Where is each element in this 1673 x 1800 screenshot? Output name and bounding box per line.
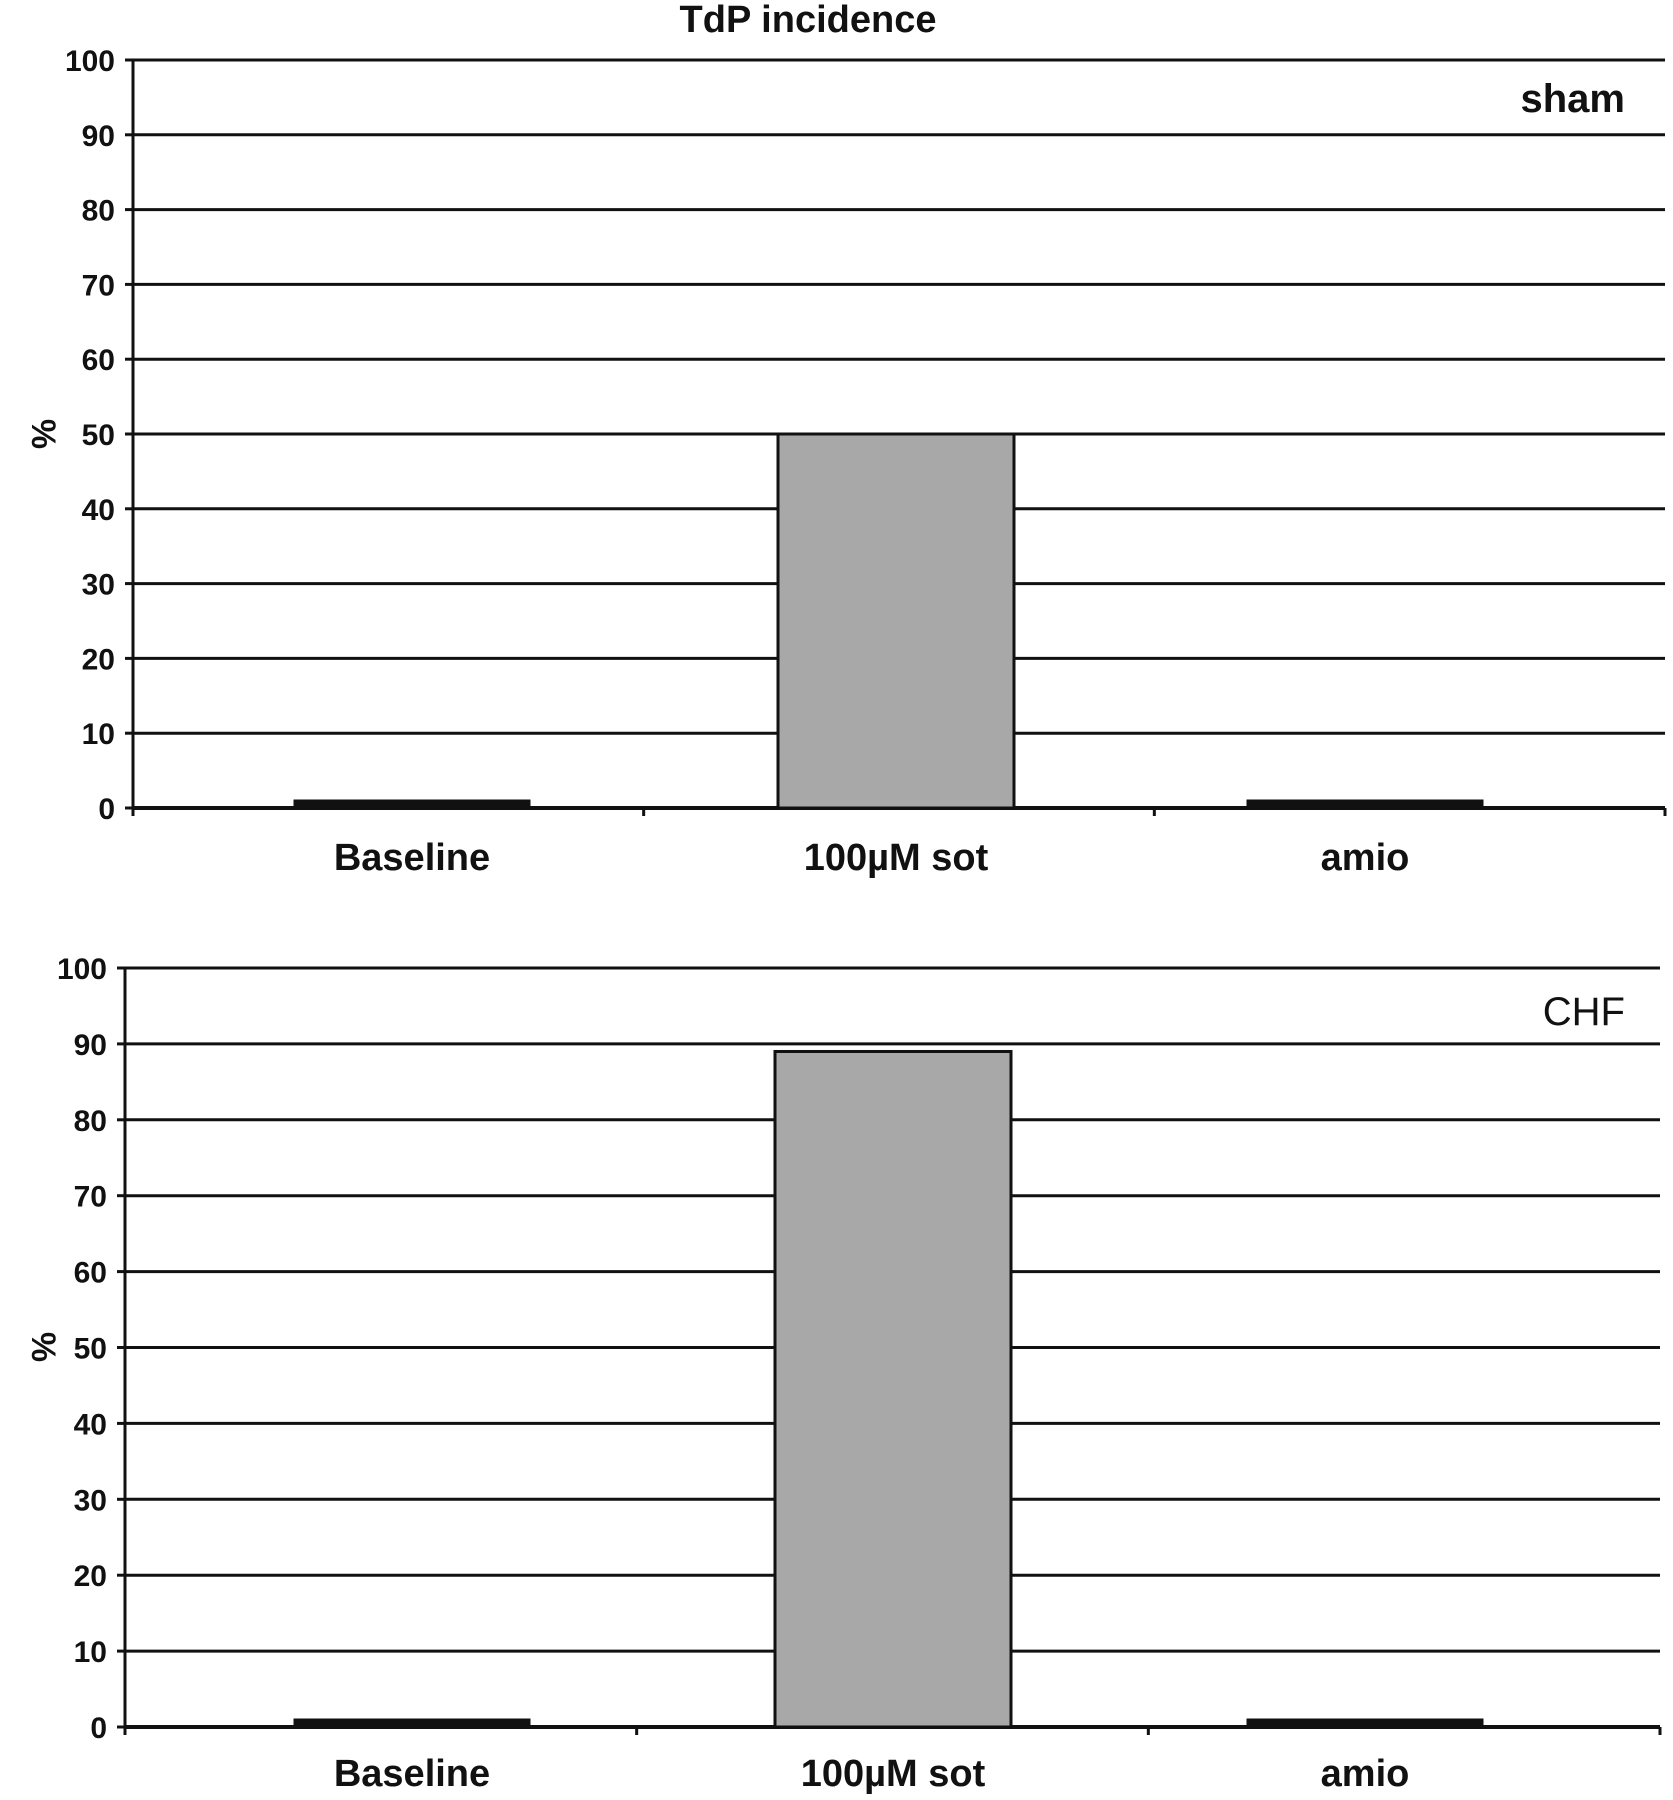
y-tick-label: 10 [74, 1636, 107, 1669]
y-tick-label: 90 [82, 120, 115, 153]
bar-100-m-sot [773, 1049, 1013, 1729]
bar-100-m-sot [776, 432, 1016, 810]
y-tick-label: 30 [74, 1484, 107, 1517]
y-tick-label: 80 [82, 195, 115, 228]
x-category-label: 100µM sot [804, 837, 989, 879]
y-tick-label: 70 [82, 269, 115, 302]
panel-label: sham [1521, 77, 1626, 121]
y-tick-label: 50 [82, 419, 115, 452]
y-axis-label: % [24, 1332, 62, 1362]
y-tick-label: 0 [98, 793, 115, 826]
x-category-label: 100µM sot [801, 1753, 986, 1795]
x-category-label: amio [1321, 837, 1410, 879]
y-tick-label: 90 [74, 1029, 107, 1062]
y-tick-label: 50 [74, 1333, 107, 1366]
y-tick-label: 80 [74, 1105, 107, 1138]
y-tick-label: 60 [82, 344, 115, 377]
y-tick-label: 0 [90, 1712, 107, 1745]
y-tick-label: 20 [82, 643, 115, 676]
y-tick-label: 100 [65, 45, 115, 78]
y-tick-label: 60 [74, 1257, 107, 1290]
y-tick-label: 40 [82, 494, 115, 527]
y-tick-label: 20 [74, 1560, 107, 1593]
y-tick-label: 70 [74, 1181, 107, 1214]
bar-baseline [293, 799, 531, 809]
x-category-label: Baseline [334, 837, 490, 879]
y-tick-label: 30 [82, 569, 115, 602]
panel-label: CHF [1543, 990, 1625, 1034]
x-category-label: Baseline [334, 1753, 490, 1795]
figure-title: TdP incidence [680, 0, 937, 41]
bar-amio [1246, 799, 1484, 809]
y-axis-label: % [24, 419, 62, 449]
y-tick-label: 40 [74, 1408, 107, 1441]
bar-baseline [293, 1718, 531, 1728]
x-category-label: amio [1321, 1753, 1410, 1795]
chf-chart-panel: 0 10 20 30 40 50 60 70 80 90 100 Baseline 100µM sot a… [24, 953, 1662, 1795]
y-tick-label: 100 [57, 953, 107, 986]
bar-amio [1246, 1718, 1484, 1728]
sham-chart-panel: 0 10 20 30 40 50 60 70 80 90 100 Baseline 100µM sot a… [24, 45, 1667, 879]
y-tick-label: 10 [82, 718, 115, 751]
